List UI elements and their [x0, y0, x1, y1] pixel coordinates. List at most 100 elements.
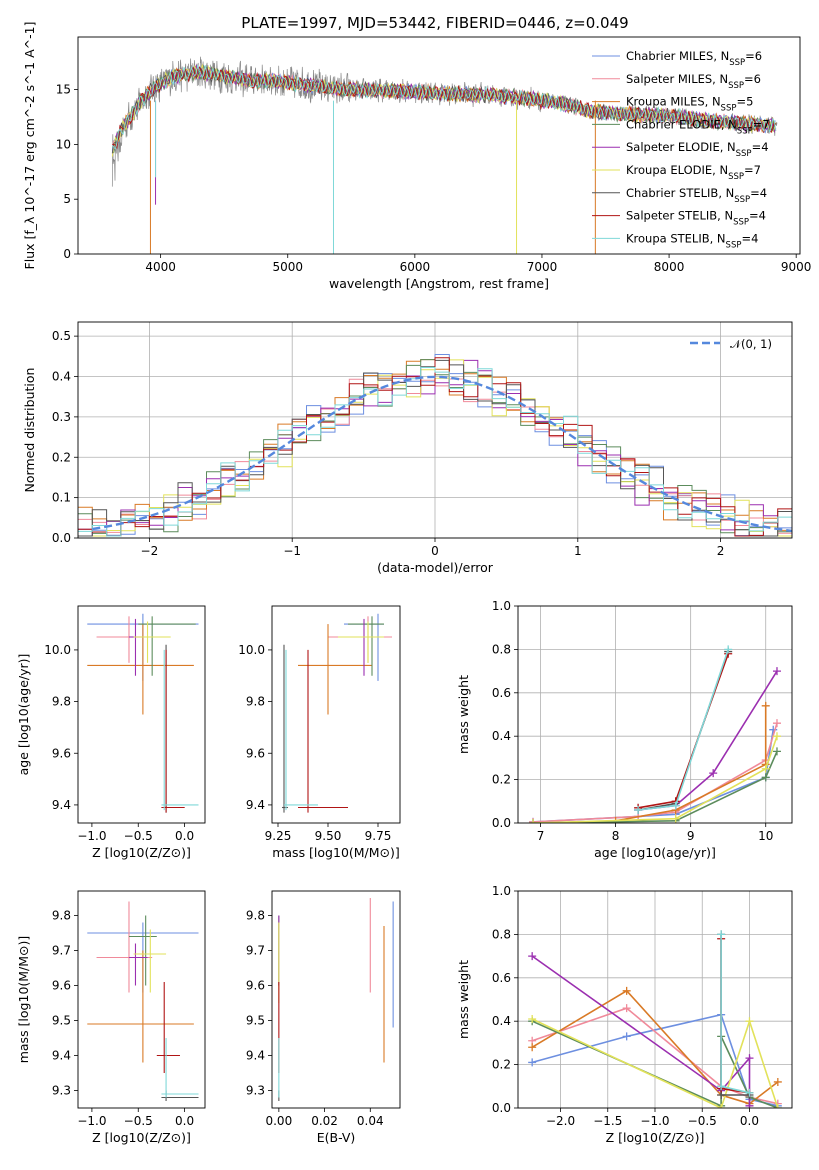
- panel-residuals: −2 −1 0 1 2 0.0 0.1 0.2 0.3 0.4 0.5 (data-model)/er…: [22, 321, 793, 575]
- weight-line: [720, 938, 750, 1094]
- y-tick-label: 9.4: [246, 798, 265, 812]
- x-tick-label: 2: [717, 544, 725, 558]
- x-axis-label: Z [log10(Z/Z⊙)]: [606, 1130, 705, 1145]
- y-tick-label: 0.4: [52, 370, 71, 384]
- weight-point: [772, 747, 781, 756]
- x-tick-label: 9: [687, 829, 695, 843]
- x-tick-label: 0: [431, 544, 439, 558]
- y-tick-label: 9.4: [246, 1049, 265, 1063]
- panel-age-Z: −1.0 −0.5 0.0 9.4 9.6 9.8 10.0 Z [log10(Z/Z⊙)] a…: [16, 605, 206, 860]
- x-tick-label: 10: [758, 829, 773, 843]
- x-tick-label: 9.50: [315, 829, 342, 843]
- x-axis-label: age [log10(age/yr)]: [594, 845, 716, 860]
- y-tick-label: 9.6: [246, 746, 265, 760]
- y-tick-label: 0.1: [52, 491, 71, 505]
- x-tick-label: 0.02: [311, 1114, 338, 1128]
- weight-point: [622, 1032, 631, 1041]
- spectrum-model-line: [111, 65, 777, 150]
- legend-label: Salpeter ELODIE, NSSP=4: [626, 140, 769, 159]
- y-tick-label: 10: [56, 137, 71, 151]
- y-tick-label: 0: [63, 247, 71, 261]
- y-tick-label: 9.8: [52, 695, 71, 709]
- axes-frame: [77, 890, 206, 1109]
- weight-line: [720, 934, 750, 1096]
- weight-point: [717, 930, 726, 939]
- y-tick-label: 9.6: [246, 979, 265, 993]
- figure-title: PLATE=1997, MJD=53442, FIBERID=0446, z=0…: [241, 14, 628, 32]
- y-tick-label: 0.0: [492, 1101, 511, 1115]
- x-tick-label: 7000: [527, 260, 558, 274]
- weight-point: [671, 801, 680, 810]
- x-tick-label: 0.0: [175, 829, 194, 843]
- x-tick-label: −2.0: [546, 1114, 575, 1128]
- y-tick-label: 9.3: [246, 1084, 265, 1098]
- x-tick-label: −1.0: [77, 1114, 106, 1128]
- panel-mass-EBV: 0.00 0.02 0.04 9.3 9.4 9.5 9.6 9.7 9.8 E(B-V): [246, 890, 401, 1145]
- x-tick-label: −0.5: [124, 1114, 153, 1128]
- y-tick-label: 9.5: [246, 1014, 265, 1028]
- y-axis-label: Normed distribution: [22, 368, 37, 493]
- y-axis-label: Flux [f_λ 10^-17 erg cm^-2 s^-1 A^-1]: [22, 22, 37, 270]
- y-tick-label: 9.8: [246, 909, 265, 923]
- weight-line: [638, 670, 778, 811]
- y-tick-label: 0.2: [492, 1058, 511, 1072]
- errorbars: [278, 898, 394, 1101]
- weight-point: [761, 701, 770, 710]
- errorbars: [282, 613, 392, 813]
- y-tick-label: 0.0: [492, 816, 511, 830]
- legend-label: Kroupa ELODIE, NSSP=7: [626, 163, 761, 182]
- weight-point: [745, 1088, 754, 1097]
- legend-label: Salpeter STELIB, NSSP=4: [626, 209, 766, 228]
- axes-frame: [271, 890, 401, 1109]
- legend-label: Kroupa STELIB, NSSP=4: [626, 231, 758, 250]
- x-tick-label: 0.00: [265, 1114, 292, 1128]
- y-axis-label: mass weight: [456, 675, 471, 754]
- axes-frame: [271, 605, 401, 824]
- y-axis-label: mass [log10(M/M⊙)]: [16, 936, 31, 1064]
- normal-curve: [92, 375, 792, 533]
- panel-weight-Z: −2.0 −1.5 −1.0 −0.5 0.0 0.0 0.2 0.4 0.6 0.8 1.0 Z […: [456, 884, 793, 1145]
- y-tick-label: 9.7: [246, 944, 265, 958]
- x-tick-label: 1: [574, 544, 582, 558]
- y-tick-label: 0.5: [52, 329, 71, 343]
- y-tick-label: 9.4: [52, 798, 71, 812]
- weight-point: [622, 986, 631, 995]
- spectrum-lines: [111, 56, 778, 254]
- weight-point: [773, 1077, 782, 1086]
- y-tick-label: 9.8: [52, 909, 71, 923]
- weight-point: [528, 952, 537, 961]
- weight-point: [622, 1004, 631, 1013]
- axes-frame: [517, 605, 793, 824]
- spectrum-model-line: [112, 66, 777, 150]
- weight-line: [532, 735, 778, 823]
- x-tick-label: −2: [141, 544, 159, 558]
- weight-point: [634, 805, 643, 814]
- x-axis-label: E(B-V): [317, 1130, 356, 1145]
- weight-point: [528, 1043, 537, 1052]
- x-tick-label: 9.75: [365, 829, 392, 843]
- x-tick-label: 0.0: [740, 1114, 759, 1128]
- x-tick-label: 4000: [145, 260, 176, 274]
- weight-point: [709, 769, 718, 778]
- x-axis-label: (data-model)/error: [377, 560, 494, 575]
- spectrum-model-line: [111, 66, 777, 154]
- weight-point: [717, 1104, 726, 1108]
- weight-point: [772, 719, 781, 728]
- weight-line: [638, 649, 729, 811]
- legend-label: Chabrier STELIB, NSSP=4: [626, 186, 767, 205]
- weight-point: [761, 764, 770, 773]
- axes-frame: [77, 36, 801, 255]
- weight-line: [615, 705, 767, 822]
- y-tick-label: 15: [56, 83, 71, 97]
- weight-point: [772, 667, 781, 676]
- x-tick-label: 6000: [400, 260, 431, 274]
- weight-line: [531, 1018, 779, 1108]
- y-tick-label: 0.4: [492, 729, 511, 743]
- x-tick-label: −1.5: [593, 1114, 622, 1128]
- weight-point: [671, 814, 680, 823]
- y-tick-label: 10.0: [44, 643, 71, 657]
- y-tick-label: 9.3: [52, 1084, 71, 1098]
- x-tick-label: −1: [283, 544, 301, 558]
- legend-label: 𝒩(0, 1): [730, 337, 772, 351]
- weight-point: [528, 1058, 537, 1067]
